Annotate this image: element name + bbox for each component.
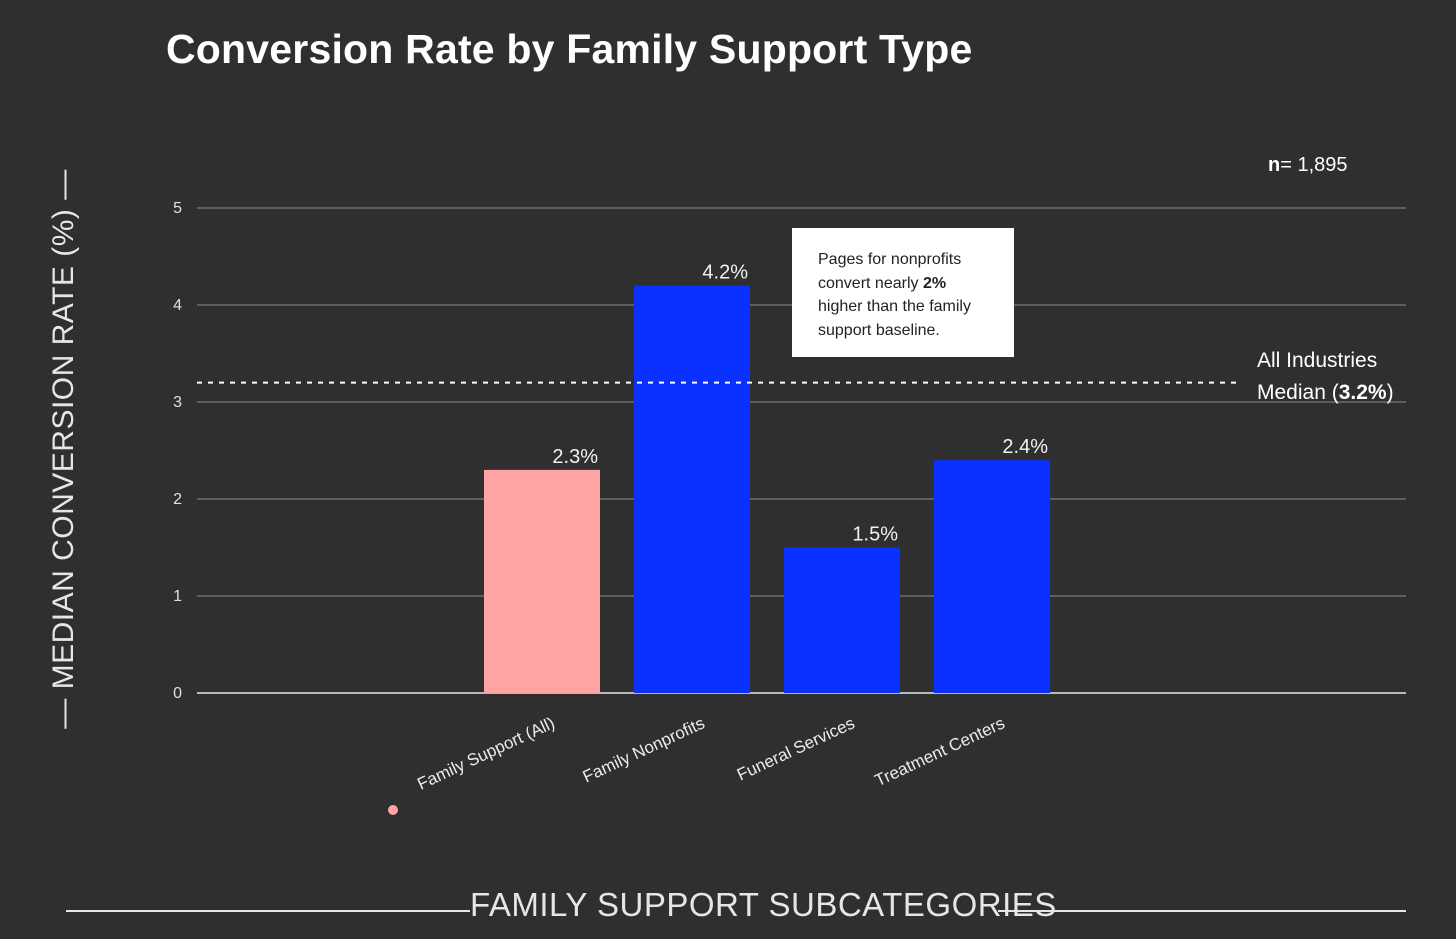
annotation-line-3: higher than the family (818, 298, 971, 315)
annotation-line-2-text: convert nearly (818, 274, 923, 292)
chart-title: Conversion Rate by Family Support Type (166, 26, 973, 72)
y-tick-label: 2 (173, 491, 182, 508)
median-label: All Industries Median (3.2%) (1257, 345, 1394, 409)
bars (484, 285, 1050, 693)
value-label: 2.3% (552, 446, 598, 468)
value-label: 2.4% (1002, 436, 1048, 458)
x-axis-label: FAMILY SUPPORT SUBCATEGORIES (470, 886, 1057, 923)
sample-size-label: n= 1,895 (1268, 154, 1348, 177)
y-tick-labels: 0 1 2 3 4 5 (173, 200, 182, 702)
bar (484, 469, 600, 693)
median-label-line-1: All Industries (1257, 349, 1378, 372)
y-tick-label: 4 (173, 297, 182, 314)
value-label: 1.5% (852, 524, 898, 546)
median-label-line-2: Median (3.2%) (1257, 377, 1394, 409)
legend-dot (388, 805, 398, 815)
value-label: 4.2% (702, 262, 748, 284)
annotation-line-1: Pages for nonprofits (818, 251, 962, 268)
grid-lines (197, 207, 1406, 694)
category-label: Funeral Services (734, 713, 858, 784)
category-label: Family Support (All) (414, 713, 557, 793)
annotation-line-2: convert nearly 2% (818, 272, 1004, 296)
sample-size-value: = 1,895 (1280, 154, 1348, 176)
x-axis-label-rule-right (998, 910, 1406, 912)
category-labels: Family Support (All) Family Nonprofits Fun… (388, 713, 1008, 815)
bar (634, 285, 750, 693)
sample-size-n: n (1268, 154, 1281, 176)
bar (934, 460, 1050, 693)
annotation-box: Pages for nonprofits convert nearly 2% h… (792, 228, 1014, 357)
median-label-suffix: ) (1386, 381, 1394, 404)
annotation-line-4: support baseline. (818, 321, 940, 339)
median-label-value: 3.2% (1338, 381, 1387, 404)
category-label: Family Nonprofits (580, 713, 708, 786)
y-tick-label: 1 (173, 588, 182, 605)
annotation-highlight: 2% (922, 274, 947, 292)
y-tick-label: 3 (173, 394, 182, 411)
bar (784, 547, 900, 693)
y-tick-label: 0 (173, 685, 182, 702)
value-labels: 2.3% 4.2% 1.5% 2.4% (552, 262, 1048, 546)
y-tick-label: 5 (173, 200, 182, 217)
category-label: Treatment Centers (872, 713, 1008, 790)
median-label-prefix: Median ( (1257, 381, 1339, 404)
x-axis-label-rule-left (66, 910, 470, 912)
